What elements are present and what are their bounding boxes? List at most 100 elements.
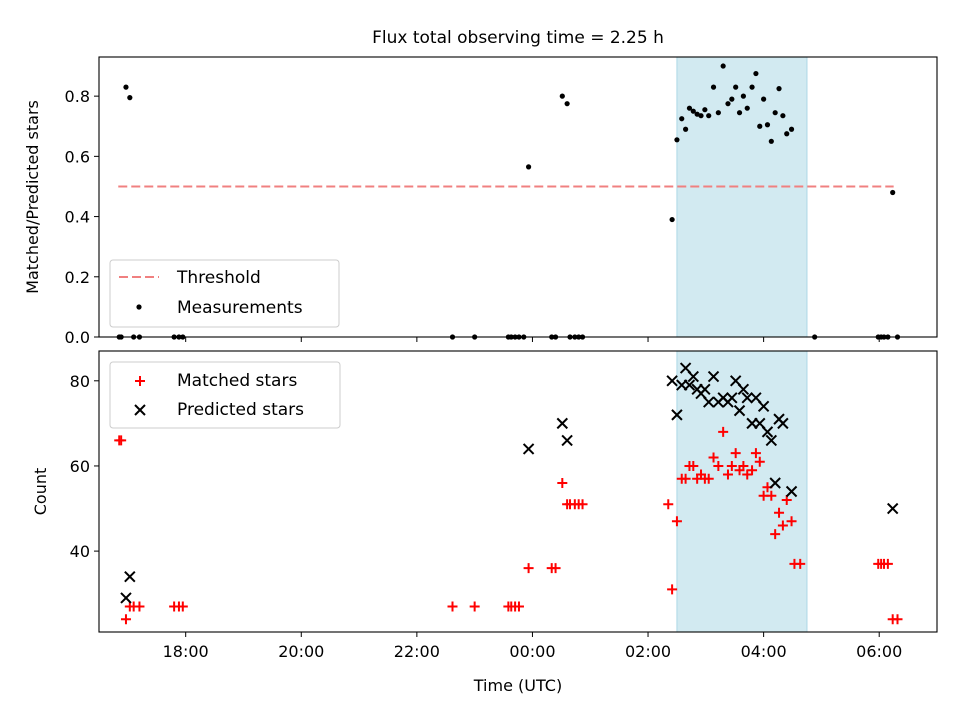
measurement-point xyxy=(674,137,680,143)
legend-box xyxy=(109,361,341,429)
measurement-point xyxy=(764,122,771,128)
matched-star-point xyxy=(747,465,758,476)
x-axis-label: Time (UTC) xyxy=(473,676,562,695)
measurement-point xyxy=(729,96,735,102)
y-tick-label: 0.4 xyxy=(65,208,90,227)
measurement-point xyxy=(725,101,731,107)
highlight-span xyxy=(676,56,808,338)
top-axes: 0.0 0.2 0.4 0.6 0.8 Matched/Predicted stars Th… xyxy=(23,56,938,347)
matched-star-point xyxy=(469,601,480,612)
y-axis-label: Count xyxy=(31,468,50,516)
measurement-point xyxy=(744,105,750,111)
measurement-point xyxy=(890,189,896,196)
axes-frame xyxy=(98,56,938,338)
matched-star-point xyxy=(892,614,903,625)
measurement-point xyxy=(706,113,712,119)
legend-predicted-swatch xyxy=(134,404,146,416)
predicted-star-point xyxy=(561,434,573,447)
y-axis-label: Matched/Predicted stars xyxy=(23,100,42,294)
measurement-point xyxy=(749,84,755,90)
matched-star-point xyxy=(795,558,806,569)
matched-star-point xyxy=(770,529,781,540)
highlight-span xyxy=(676,350,808,633)
predicted-star-point xyxy=(886,502,899,515)
predicted-star-point xyxy=(703,396,715,408)
predicted-star-point xyxy=(707,370,720,383)
measurement-point xyxy=(776,86,782,92)
predicted-star-point xyxy=(699,383,711,396)
matched-star-point xyxy=(116,435,127,446)
predicted-star-point xyxy=(124,570,136,583)
measurement-point xyxy=(690,108,696,114)
measurement-point xyxy=(669,216,675,223)
x-tick-label: 20:00 xyxy=(278,642,324,661)
legend-box xyxy=(109,259,340,328)
measurement-point xyxy=(757,123,763,129)
x-tick-label: 00:00 xyxy=(509,642,555,661)
predicted-star-point xyxy=(777,417,789,430)
predicted-star-point xyxy=(687,370,700,383)
matched-star-point xyxy=(750,448,761,459)
measurement-point xyxy=(564,101,570,107)
matched-star-point xyxy=(726,460,737,471)
measurement-point xyxy=(761,96,767,102)
predicted-star-point xyxy=(737,383,750,396)
matched-star-point xyxy=(766,490,777,501)
predicted-star-point xyxy=(765,434,778,447)
legend-predicted-label: Predicted stars xyxy=(177,400,304,420)
measurement-point xyxy=(686,105,693,111)
matched-star-point xyxy=(680,473,691,484)
legend-matched-swatch xyxy=(135,376,145,386)
matched-star-point xyxy=(663,499,674,510)
matched-star-point xyxy=(177,601,188,612)
legend-measurements-label: Measurements xyxy=(177,298,303,318)
legend-matched-label: Matched stars xyxy=(177,371,297,391)
predicted-star-point xyxy=(666,375,678,387)
matched-star-point xyxy=(447,601,458,612)
y-tick-label: 80 xyxy=(70,372,90,391)
bottom-axes: 40 60 80 18:00 20:00 22:00 00:00 02:00 04:00 06:0… xyxy=(31,350,938,695)
matched-star-point xyxy=(577,499,588,510)
measurement-point xyxy=(698,113,704,119)
y-tick-label: 0.6 xyxy=(65,147,90,166)
matched-star-point xyxy=(722,469,733,480)
predicted-star-point xyxy=(769,477,781,489)
y-tick-label: 40 xyxy=(70,542,90,561)
y-tick-label: 0.0 xyxy=(65,328,90,347)
chart-title: Flux total observing time = 2.25 h xyxy=(372,28,664,48)
measurement-point xyxy=(525,164,532,170)
matched-star-point xyxy=(557,477,568,488)
matched-star-point xyxy=(703,473,714,484)
predicted-star-point xyxy=(726,392,738,404)
measurement-point xyxy=(559,93,565,99)
matched-star-point xyxy=(708,452,719,463)
predicted-star-point xyxy=(757,400,770,413)
predicted-star-point xyxy=(785,485,798,498)
matched-star-point xyxy=(786,516,797,527)
predicted-star-point xyxy=(522,443,535,455)
y-tick-label: 0.2 xyxy=(65,268,90,287)
axes-frame xyxy=(98,350,938,633)
predicted-star-point xyxy=(120,592,132,604)
y-tick-label: 0.8 xyxy=(65,87,90,106)
measurement-point xyxy=(679,116,685,122)
data-marks xyxy=(116,63,901,340)
predicted-star-point xyxy=(733,404,746,417)
measurement-point xyxy=(127,95,133,101)
matched-star-point xyxy=(718,426,729,437)
matched-star-point xyxy=(738,460,749,471)
measurement-point xyxy=(683,126,689,132)
matched-star-point xyxy=(134,601,145,612)
matched-star-point xyxy=(730,448,741,459)
measurement-point xyxy=(736,110,743,116)
data-marks xyxy=(114,362,903,625)
measurement-point xyxy=(702,107,708,113)
measurement-point xyxy=(753,70,759,77)
matched-star-point xyxy=(688,460,699,471)
legend-measurements-swatch xyxy=(136,304,142,310)
measurement-point xyxy=(768,138,774,144)
matched-star-point xyxy=(667,584,678,595)
matched-star-point xyxy=(777,520,788,531)
measurement-point xyxy=(788,126,795,132)
predicted-star-point xyxy=(761,426,774,438)
